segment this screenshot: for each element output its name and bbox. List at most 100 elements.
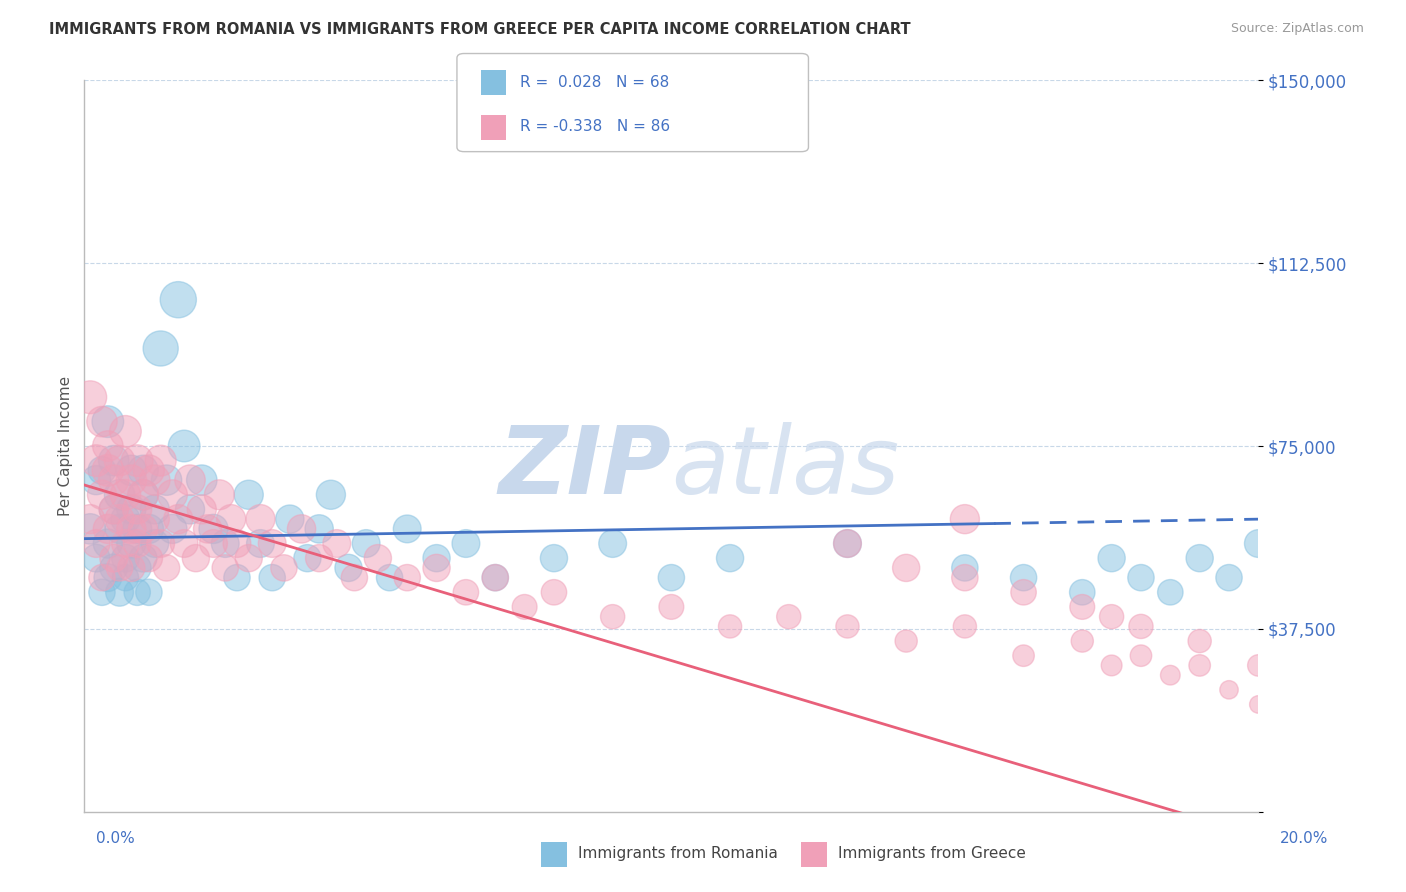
Point [1130,619,1153,633]
Point [167,293,190,307]
Point [953,571,976,585]
Point [149,453,172,467]
Point [120,502,142,516]
Point [114,488,136,502]
Point [97,415,120,429]
Point [108,522,131,536]
Point [127,561,149,575]
Point [191,502,214,516]
Point [120,536,142,550]
Point [108,512,131,526]
Point [778,609,800,624]
Point [108,453,131,467]
Point [354,536,377,550]
Point [308,551,330,566]
Point [138,522,160,536]
Point [1012,648,1035,663]
Point [138,585,160,599]
Point [103,473,125,487]
Point [219,512,242,526]
Point [103,453,125,467]
Point [226,536,249,550]
Point [290,522,312,536]
Point [1071,599,1094,614]
Point [602,536,624,550]
Point [208,488,231,502]
Point [108,488,131,502]
Point [837,536,859,550]
Point [132,488,155,502]
Text: 0.0%: 0.0% [96,831,135,846]
Point [396,571,419,585]
Point [155,561,177,575]
Point [173,439,195,453]
Point [1012,571,1035,585]
Point [837,536,859,550]
Point [202,536,225,550]
Point [179,473,201,487]
Point [143,502,166,516]
Point [138,551,160,566]
Point [132,488,155,502]
Point [337,561,360,575]
Point [262,536,284,550]
Point [837,619,859,633]
Point [173,536,195,550]
Point [1101,609,1123,624]
Point [184,551,207,566]
Point [120,473,142,487]
Point [179,502,201,516]
Point [661,599,683,614]
Point [127,536,149,550]
Point [1188,634,1211,648]
Point [1218,682,1240,697]
Point [114,571,136,585]
Text: R = -0.338   N = 86: R = -0.338 N = 86 [520,120,671,134]
Point [454,536,477,550]
Point [543,551,565,566]
Point [278,512,301,526]
Point [114,512,136,526]
Point [202,522,225,536]
Point [718,551,741,566]
Point [1188,658,1211,673]
Point [114,551,136,566]
Point [1218,571,1240,585]
Text: R =  0.028   N = 68: R = 0.028 N = 68 [520,75,669,89]
Point [308,522,330,536]
Point [91,463,114,477]
Point [396,522,419,536]
Point [97,439,120,453]
Point [1101,658,1123,673]
Point [249,536,271,550]
Point [91,571,114,585]
Point [91,488,114,502]
Point [953,512,976,526]
Point [1071,585,1094,599]
Point [149,536,172,550]
Point [602,609,624,624]
Point [84,551,107,566]
Point [149,342,172,356]
Point [1247,698,1270,712]
Point [297,551,319,566]
Text: IMMIGRANTS FROM ROMANIA VS IMMIGRANTS FROM GREECE PER CAPITA INCOME CORRELATION : IMMIGRANTS FROM ROMANIA VS IMMIGRANTS FR… [49,22,911,37]
Point [143,512,166,526]
Point [953,561,976,575]
Point [718,619,741,633]
Point [1188,551,1211,566]
Point [114,536,136,550]
Point [1159,585,1181,599]
Point [238,488,260,502]
Point [273,561,295,575]
Point [484,571,506,585]
Point [97,463,120,477]
Point [343,571,366,585]
Point [953,619,976,633]
Point [162,488,184,502]
Text: Source: ZipAtlas.com: Source: ZipAtlas.com [1230,22,1364,36]
Point [79,512,101,526]
Point [896,561,918,575]
Point [484,571,506,585]
Point [132,551,155,566]
